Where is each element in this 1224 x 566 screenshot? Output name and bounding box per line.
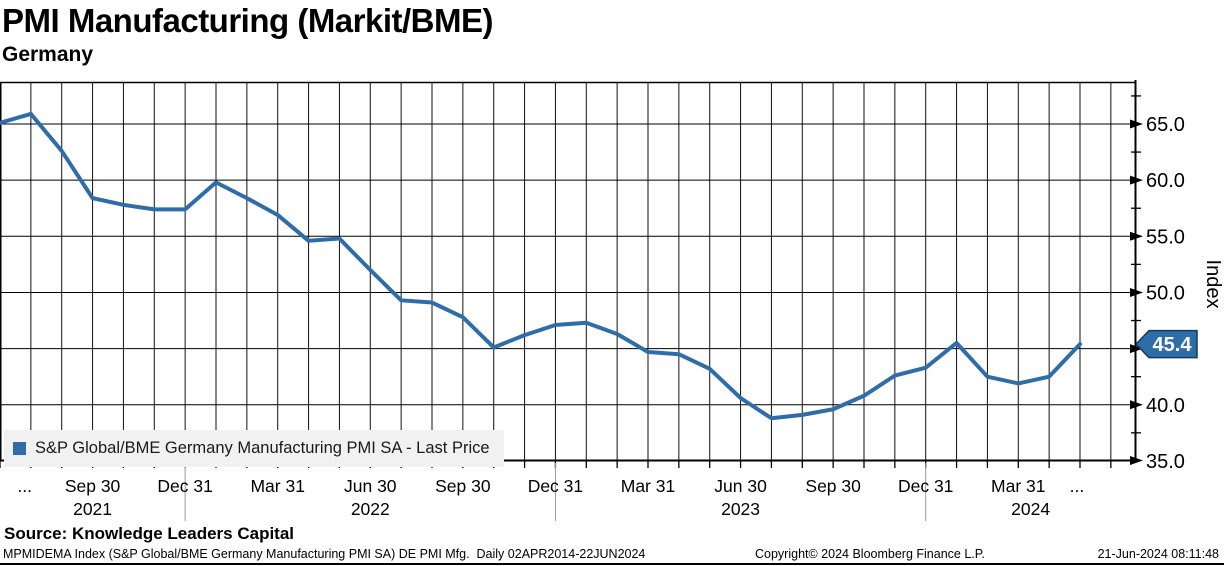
y-tick-label: 65.0: [1146, 114, 1185, 136]
year-label: 2024: [1011, 499, 1050, 519]
year-label: 2022: [351, 499, 390, 519]
x-tick-label: Dec 31: [528, 476, 583, 496]
series-marker-icon: [13, 442, 26, 455]
page-title: PMI Manufacturing (Markit/BME): [2, 2, 494, 39]
print-timestamp: 21-Jun-2024 08:11:48: [1097, 547, 1219, 561]
x-tick-label: Dec 31: [898, 476, 953, 496]
x-tick-label: Sep 30: [435, 476, 491, 496]
chart-legend: S&P Global/BME Germany Manufacturing PMI…: [4, 430, 504, 467]
y-tick-label: 40.0: [1146, 395, 1185, 417]
y-tick-label: 35.0: [1146, 451, 1185, 473]
y-axis-title: Index: [1202, 260, 1224, 309]
source-credit: Source: Knowledge Leaders Capital: [4, 524, 295, 543]
x-tick-label: ...: [17, 476, 32, 496]
x-tick-label: Mar 31: [621, 476, 675, 496]
year-label: 2021: [73, 499, 112, 519]
page-subtitle: Germany: [2, 43, 94, 66]
last-price-badge: [1134, 329, 1198, 359]
x-tick-label: Mar 31: [250, 476, 304, 496]
y-tick-label: 50.0: [1146, 282, 1185, 304]
copyright-notice: Copyright© 2024 Bloomberg Finance L.P.: [755, 547, 985, 561]
x-tick-label: Jun 30: [344, 476, 397, 496]
x-tick-label: Sep 30: [65, 476, 121, 496]
bottom-border: [0, 563, 1224, 565]
y-tick-label: 55.0: [1146, 226, 1185, 248]
x-tick-label: ...: [1070, 476, 1085, 496]
x-tick-label: Mar 31: [991, 476, 1045, 496]
x-tick-label: Jun 30: [714, 476, 767, 496]
pmi-series-line: [0, 111, 1082, 421]
y-tick-label: 60.0: [1146, 170, 1185, 192]
ticker-description: MPMIDEMA Index (S&P Global/BME Germany M…: [3, 547, 646, 561]
x-tick-label: Dec 31: [157, 476, 212, 496]
x-tick-label: Sep 30: [805, 476, 861, 496]
series-legend-label: S&P Global/BME Germany Manufacturing PMI…: [35, 439, 490, 457]
last-price-badge-label: 45.4: [1153, 334, 1193, 356]
year-label: 2023: [721, 499, 760, 519]
